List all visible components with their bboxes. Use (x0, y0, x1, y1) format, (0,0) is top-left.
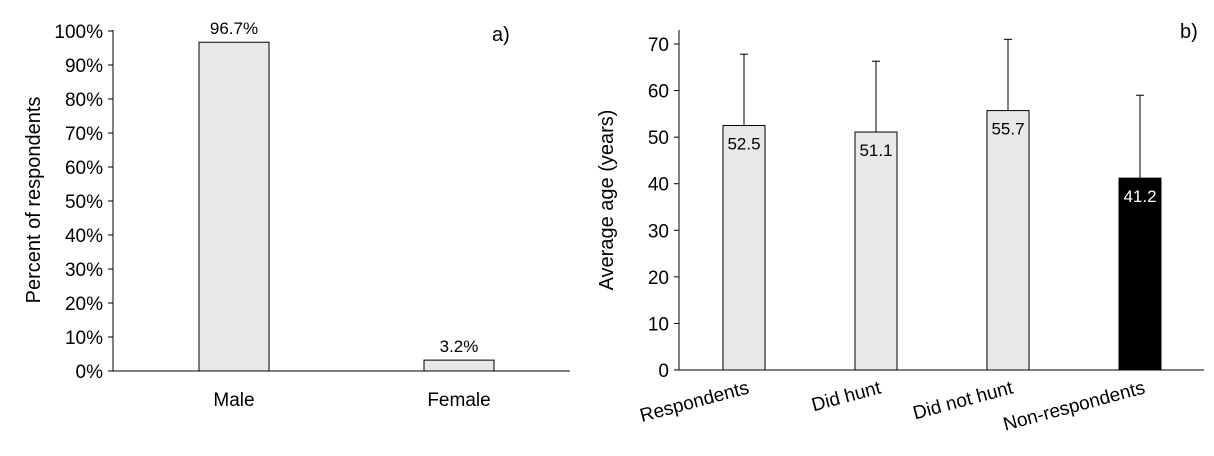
panel-a-y-tick-label: 90% (65, 56, 103, 77)
panel-b-y-axis-title: Average age (years) (596, 110, 618, 291)
panel-b-bar-respondents (722, 125, 766, 371)
panel-b-y-tick-label: 70 (648, 35, 669, 56)
panel-b-category-label: Did hunt (809, 377, 883, 416)
panel-a-y-axis-title: Percent of respondents (23, 97, 45, 304)
panel-a-y-tick-label: 100% (54, 22, 103, 43)
panel-a-y-tick-label: 40% (65, 226, 103, 247)
panel-b-y-tick-label: 40 (648, 175, 669, 196)
panel-a-y-tick-label: 20% (65, 294, 103, 315)
panel-a-y-tick-label: 60% (65, 158, 103, 179)
panel-a-y-tick-label: 50% (65, 192, 103, 213)
panel-a-data-label: 96.7% (210, 19, 258, 38)
panel-a-category-label: Female (427, 390, 490, 411)
panel-b-category-label: Non-respondents (1001, 378, 1147, 436)
panel-b-data-label: 51.1 (859, 141, 892, 160)
panel-b-y-tick-label: 0 (658, 361, 669, 382)
panel-b-data-label: 41.2 (1123, 187, 1156, 206)
panel-b-bar-non-respondents (1118, 177, 1162, 371)
panel-b-category-label: Respondents (638, 378, 752, 427)
panel-b-bar-did-not-hunt (986, 110, 1030, 371)
panel-b-y-tick-label: 20 (648, 268, 669, 289)
panel-b-category-label: Did not hunt (911, 377, 1016, 424)
panel-a-data-label: 3.2% (440, 337, 479, 356)
panel-b-y-tick-label: 50 (648, 128, 669, 149)
panel-a-y-tick-label: 10% (65, 328, 103, 349)
panel-a-label: a) (492, 24, 510, 46)
panel-b-y-tick-label: 30 (648, 221, 669, 242)
panel-a-bar-female (423, 359, 495, 372)
panel-a-y-tick-label: 80% (65, 90, 103, 111)
panel-a-bar-male (198, 41, 270, 372)
panel-b-y-tick-label: 10 (648, 314, 669, 335)
panel-b-data-label: 52.5 (727, 135, 760, 154)
panel-a-y-tick-label: 70% (65, 124, 103, 145)
panel-b-data-label: 55.7 (991, 120, 1024, 139)
panel-a-category-label: Male (213, 390, 254, 411)
panel-a-y-tick-label: 0% (76, 362, 104, 383)
chart-panel-a: Percent of respondents a) 0% 10% 20% 30% 40%… (23, 19, 570, 411)
panel-a-y-tick-label: 30% (65, 260, 103, 281)
panel-b-y-tick-label: 60 (648, 82, 669, 103)
panel-b-bar-did-hunt (854, 131, 898, 371)
panel-b-label: b) (1180, 21, 1198, 43)
chart-panel-b: Average age (years) b) 0 10 20 30 40 50 60 70 5… (596, 21, 1204, 436)
